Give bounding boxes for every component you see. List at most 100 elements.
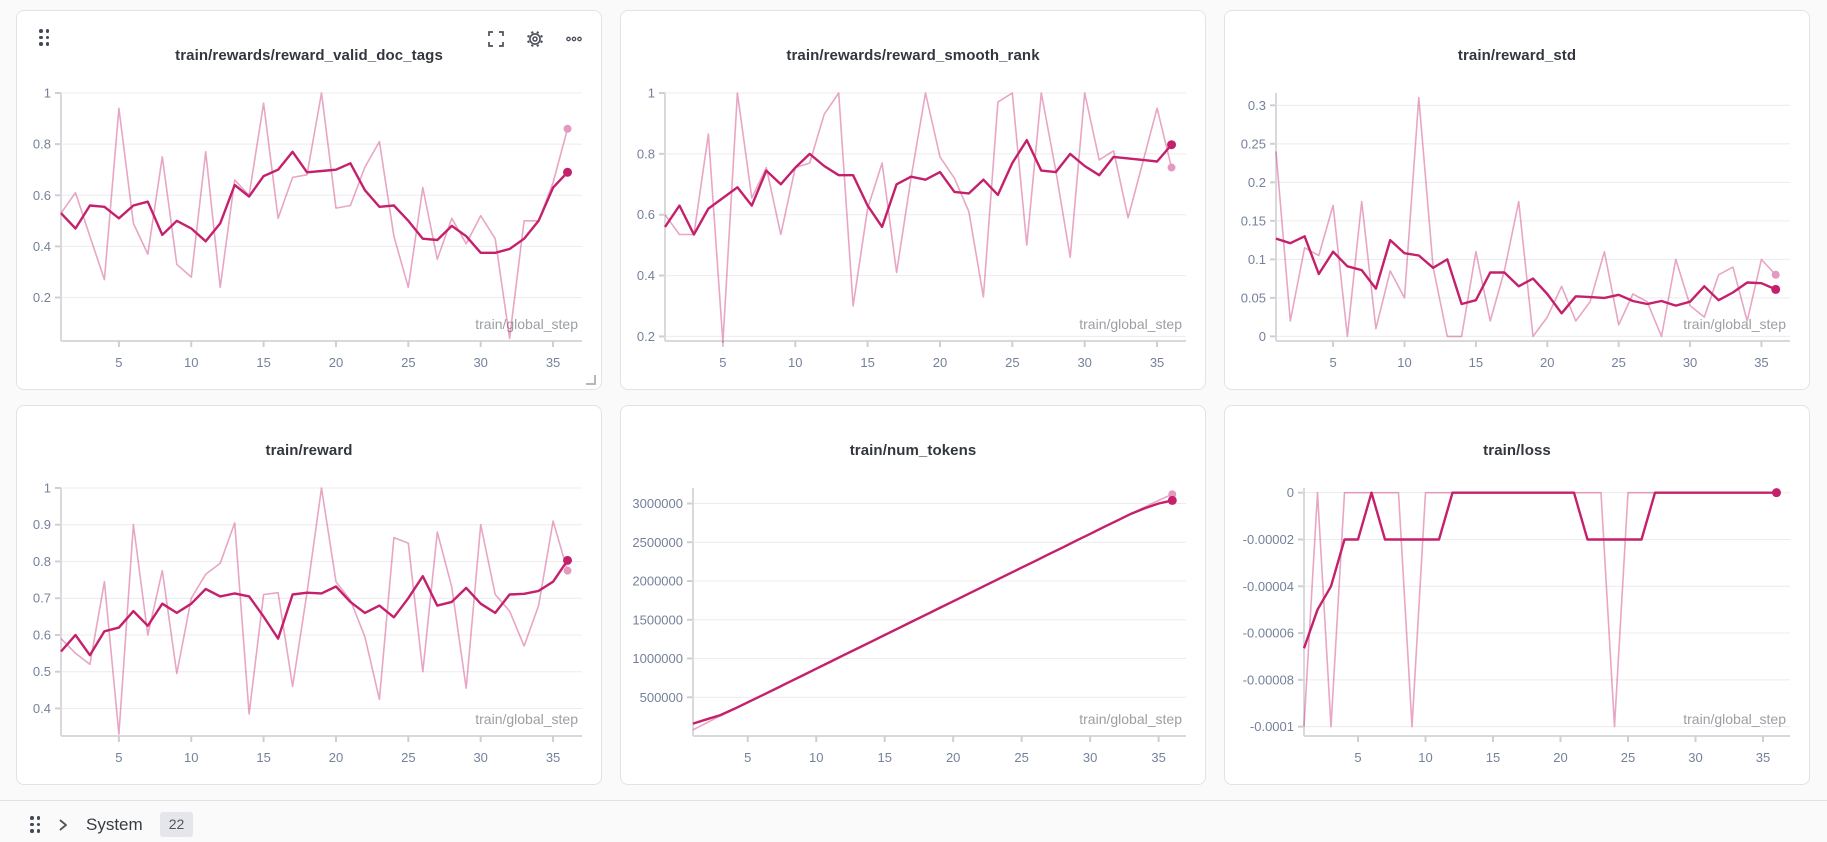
smoothed-series-line [1275,235,1777,315]
line-chart[interactable]: 1 0.9 0.8 0.7 0.6 0.5 0.4 5 10 15 20 25 30 35 train/gl… [18,476,602,786]
charts-grid: train/rewards/reward_valid_doc_tags 1 0.8 0… [16,10,1810,785]
chevron-right-icon[interactable] [57,817,69,833]
x-axis-title: train/global_step [1683,711,1786,727]
x-tick-label: 30 [1077,355,1091,370]
resize-corner-icon[interactable] [584,373,596,385]
raw-series-line [1303,491,1777,728]
panel-title: train/reward_std [1457,47,1577,64]
y-tick-label: 0.9 [33,517,51,532]
y-tick-label: 0.6 [33,188,51,203]
smoothed-endpoint-marker [1771,284,1781,294]
line-chart[interactable]: 3000000 2500000 2000000 1500000 1000000 50000… [622,476,1206,786]
y-tick-label: 3000000 [632,496,683,511]
panel-title: train/rewards/reward_valid_doc_tags [175,47,443,64]
line-chart[interactable]: 0.3 0.25 0.2 0.15 0.1 0.05 0 5 10 15 20 25 30 35 train… [1226,81,1810,391]
x-tick-label: 5 [115,750,122,765]
y-tick-label: 0.8 [637,146,655,161]
line-chart[interactable]: 1 0.8 0.6 0.4 0.2 5 10 15 20 25 30 35 train/global_s… [622,81,1206,391]
x-tick-label: 5 [1354,750,1361,765]
raw-endpoint-marker [1168,490,1177,499]
panel-title: train/num_tokens [849,442,977,459]
panel-title: train/rewards/reward_smooth_rank [786,47,1040,64]
y-tick-label: 0.15 [1241,213,1266,228]
x-axis-title: train/global_step [475,711,578,727]
x-tick-label: 20 [946,750,960,765]
y-tick-label: 1 [648,86,655,101]
raw-endpoint-marker [563,566,572,575]
y-tick-label: 0.6 [637,207,655,222]
panel-title: train/reward [265,442,353,459]
x-tick-label: 20 [1540,355,1554,370]
x-tick-label: 10 [184,750,198,765]
smoothed-series-line [664,139,1173,236]
x-tick-label: 25 [1005,355,1019,370]
y-tick-label: 1000000 [632,651,683,666]
y-tick-label: 500000 [640,690,683,705]
y-tick-label: 0.8 [33,137,51,152]
panel-card[interactable]: train/reward 1 0.9 0.8 0.7 0.6 0.5 0.4 5 10 15 20 25… [16,405,602,785]
x-tick-label: 15 [1469,355,1483,370]
panel-count-badge: 22 [159,812,194,837]
y-tick-label: 1500000 [632,612,683,627]
smoothed-series-line [60,559,569,657]
smoothed-endpoint-marker [563,555,573,565]
x-tick-label: 10 [788,355,802,370]
panel-card[interactable]: train/reward_std 0.3 0.25 0.2 0.15 0.1 0.05 0 5 1… [1224,10,1810,390]
y-tick-label: 0.05 [1241,290,1266,305]
raw-endpoint-marker [1771,270,1780,279]
smoothed-series-line [1302,491,1777,649]
y-tick-label: 0 [1259,329,1266,344]
x-tick-label: 25 [1611,355,1625,370]
smoothed-endpoint-marker [1772,488,1781,498]
x-axis-title: train/global_step [1079,316,1182,332]
section-title[interactable]: System [86,814,143,834]
y-tick-label: 0.3 [1248,98,1266,113]
x-axis-title: train/global_step [475,316,578,332]
x-tick-label: 30 [1083,750,1097,765]
x-tick-label: 30 [473,750,487,765]
x-tick-label: 35 [1754,355,1768,370]
panel-card[interactable]: train/rewards/reward_valid_doc_tags 1 0.8 0… [16,10,602,390]
x-tick-label: 20 [1553,750,1567,765]
smoothed-series-line [692,499,1173,725]
x-tick-label: 35 [1150,355,1164,370]
x-tick-label: 10 [1397,355,1411,370]
x-tick-label: 25 [401,355,415,370]
y-tick-label: 0.8 [33,554,51,569]
panel-card[interactable]: train/rewards/reward_smooth_rank 1 0.8 0.6 0… [620,10,1206,390]
y-tick-label: 0.4 [33,701,51,716]
x-tick-label: 15 [877,750,891,765]
drag-handle-icon[interactable] [30,816,40,833]
smoothed-endpoint-marker [1167,140,1177,150]
drag-handle-icon[interactable] [39,29,49,46]
fullscreen-icon[interactable] [487,30,505,48]
x-tick-label: 25 [1621,750,1635,765]
y-tick-label: 0.6 [33,627,51,642]
ellipsis-icon[interactable] [565,30,583,48]
y-tick-label: 0.4 [637,268,655,283]
panel-card[interactable]: train/num_tokens 3000000 2500000 2000000 150… [620,405,1206,785]
x-tick-label: 35 [546,750,560,765]
y-tick-label: -0.00008 [1243,672,1294,687]
x-tick-label: 5 [719,355,726,370]
x-tick-label: 5 [1329,355,1336,370]
gear-icon[interactable] [526,30,544,48]
y-tick-label: 2000000 [632,574,683,589]
x-tick-label: 10 [184,355,198,370]
x-tick-label: 15 [860,355,874,370]
raw-series-line [60,487,569,736]
y-tick-label: -0.00004 [1243,579,1294,594]
x-tick-label: 10 [809,750,823,765]
x-tick-label: 15 [256,750,270,765]
x-tick-label: 20 [933,355,947,370]
raw-series-line [664,92,1173,344]
smoothed-series-line [60,150,569,255]
y-tick-label: 0.1 [1248,252,1266,267]
panel-card[interactable]: train/loss 0 -0.00002 -0.00004 -0.00006 -0.00… [1224,405,1810,785]
line-chart[interactable]: 0 -0.00002 -0.00004 -0.00006 -0.00008 -0.0001… [1226,476,1810,786]
raw-endpoint-marker [1167,163,1176,172]
y-tick-label: 0.2 [1248,175,1266,190]
line-chart[interactable]: 1 0.8 0.6 0.4 0.2 5 10 15 20 25 30 35 train/global_s… [18,81,602,391]
x-tick-label: 35 [546,355,560,370]
